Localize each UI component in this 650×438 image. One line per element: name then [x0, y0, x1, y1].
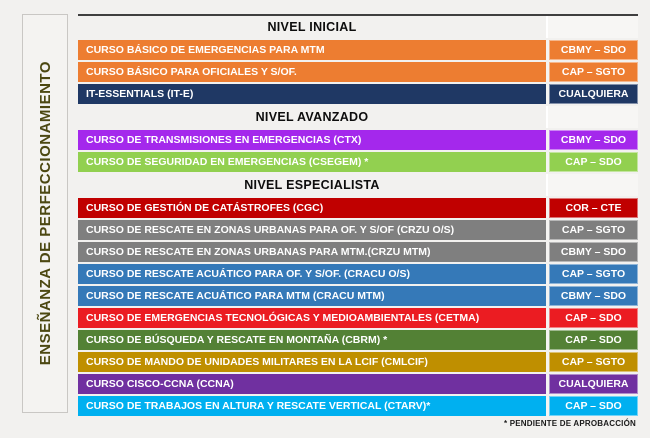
course-rank-badge: CAP – SGTO: [546, 352, 638, 372]
section-header: NIVEL ESPECIALISTA: [78, 174, 638, 196]
course-name: CURSO BÁSICO PARA OFICIALES Y S/OF.: [78, 62, 546, 82]
course-name: CURSO DE RESCATE EN ZONAS URBANAS PARA O…: [78, 220, 546, 240]
course-name: CURSO DE GESTIÓN DE CATÁSTROFES (CGC): [78, 198, 546, 218]
section-header-spacer: [546, 174, 638, 196]
course-rank-badge: COR – CTE: [546, 198, 638, 218]
course-name: CURSO DE SEGURIDAD EN EMERGENCIAS (CSEGE…: [78, 152, 546, 172]
course-rank-badge: CAP – SDO: [546, 152, 638, 172]
course-rank-badge: CAP – SDO: [546, 330, 638, 350]
section-header-spacer: [546, 106, 638, 128]
course-row: CURSO BÁSICO PARA OFICIALES Y S/OF. CAP –…: [78, 62, 638, 82]
course-row: CURSO DE RESCATE ACUÁTICO PARA MTM (CRAC…: [78, 286, 638, 306]
section-header-spacer: [546, 16, 638, 38]
course-rank-badge: CAP – SDO: [546, 396, 638, 416]
course-name: CURSO DE TRANSMISIONES EN EMERGENCIAS (C…: [78, 130, 546, 150]
course-name: CURSO DE RESCATE ACUÁTICO PARA OF. Y S/O…: [78, 264, 546, 284]
course-name: CURSO BÁSICO DE EMERGENCIAS PARA MTM: [78, 40, 546, 60]
course-row: CURSO DE RESCATE ACUÁTICO PARA OF. Y S/O…: [78, 264, 638, 284]
section-header: NIVEL INICIAL: [78, 16, 638, 38]
sidebar-vertical-label: ENSEÑANZA DE PERFECCIONAMIENTO: [36, 61, 54, 366]
course-name: CURSO DE MANDO DE UNIDADES MILITARES EN …: [78, 352, 546, 372]
course-rank-badge: CBMY – SDO: [546, 286, 638, 306]
course-row: CURSO DE TRABAJOS EN ALTURA Y RESCATE VE…: [78, 396, 638, 416]
course-row: CURSO DE MANDO DE UNIDADES MILITARES EN …: [78, 352, 638, 372]
course-name: CURSO DE RESCATE ACUÁTICO PARA MTM (CRAC…: [78, 286, 546, 306]
course-row: IT-ESSENTIALS (IT-E) CUALQUIERA: [78, 84, 638, 104]
course-rank-badge: CAP – SGTO: [546, 220, 638, 240]
section-title: NIVEL AVANZADO: [255, 110, 369, 124]
course-rank-badge: CAP – SGTO: [546, 264, 638, 284]
course-rank-badge: CUALQUIERA: [546, 374, 638, 394]
section-header: NIVEL AVANZADO: [78, 106, 638, 128]
course-row: CURSO BÁSICO DE EMERGENCIAS PARA MTM CBMY…: [78, 40, 638, 60]
section-title: NIVEL ESPECIALISTA: [244, 178, 380, 192]
course-row: CURSO DE EMERGENCIAS TECNOLÓGICAS Y MEDI…: [78, 308, 638, 328]
course-name: CURSO DE EMERGENCIAS TECNOLÓGICAS Y MEDI…: [78, 308, 546, 328]
course-row: CURSO DE BÚSQUEDA Y RESCATE EN MONTAÑA (…: [78, 330, 638, 350]
course-row: CURSO DE RESCATE EN ZONAS URBANAS PARA M…: [78, 242, 638, 262]
course-rank-badge: CUALQUIERA: [546, 84, 638, 104]
course-name: CURSO DE RESCATE EN ZONAS URBANAS PARA M…: [78, 242, 546, 262]
course-rank-badge: CAP – SDO: [546, 308, 638, 328]
course-row: CURSO DE SEGURIDAD EN EMERGENCIAS (CSEGE…: [78, 152, 638, 172]
course-rank-badge: CBMY – SDO: [546, 130, 638, 150]
course-row: CURSO DE RESCATE EN ZONAS URBANAS PARA O…: [78, 220, 638, 240]
course-rank-badge: CBMY – SDO: [546, 40, 638, 60]
course-name: CURSO DE TRABAJOS EN ALTURA Y RESCATE VE…: [78, 396, 546, 416]
sidebar-ensenanza: ENSEÑANZA DE PERFECCIONAMIENTO: [22, 14, 68, 413]
course-name: IT-ESSENTIALS (IT-E): [78, 84, 546, 104]
course-rank-badge: CAP – SGTO: [546, 62, 638, 82]
course-row: CURSO DE GESTIÓN DE CATÁSTROFES (CGC) COR…: [78, 198, 638, 218]
course-name: CURSO DE BÚSQUEDA Y RESCATE EN MONTAÑA (…: [78, 330, 546, 350]
course-level-table: NIVEL INICIAL CURSO BÁSICO DE EMERGENCIAS…: [78, 14, 638, 418]
section-title: NIVEL INICIAL: [267, 20, 357, 34]
course-row: CURSO DE TRANSMISIONES EN EMERGENCIAS (C…: [78, 130, 638, 150]
course-row: CURSO CISCO-CCNA (CCNA) CUALQUIERA: [78, 374, 638, 394]
course-rank-badge: CBMY – SDO: [546, 242, 638, 262]
pending-approval-footnote: * PENDIENTE DE APROBACCIÓN: [503, 419, 636, 428]
course-name: CURSO CISCO-CCNA (CCNA): [78, 374, 546, 394]
